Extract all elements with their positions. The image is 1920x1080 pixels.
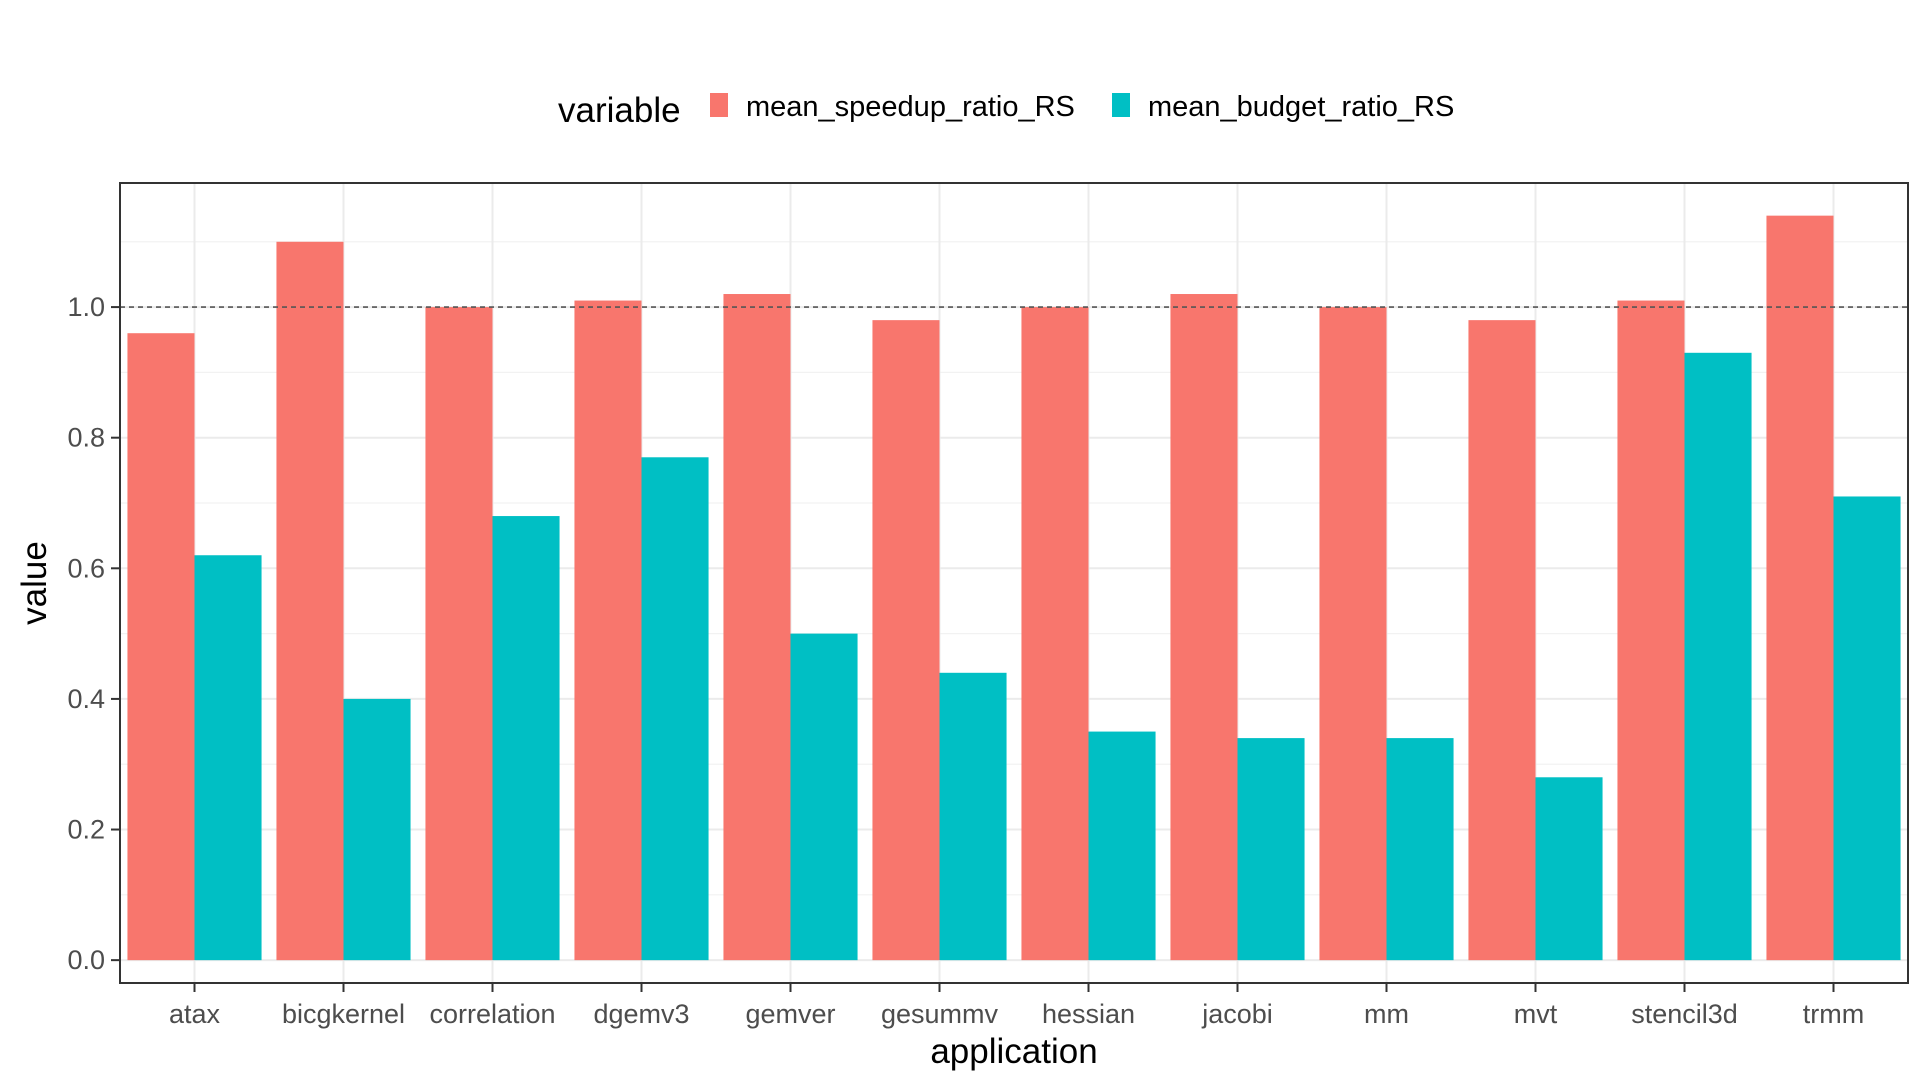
bar-hessian-mean_speedup_ratio_RS (1021, 307, 1089, 961)
legend-key-mean_speedup_ratio_RS (710, 93, 728, 117)
y-tick-label: 0.2 (67, 815, 105, 845)
y-tick-label: 0.8 (67, 423, 105, 453)
bar-gesummv-mean_speedup_ratio_RS (872, 320, 940, 961)
legend-label-mean_budget_ratio_RS: mean_budget_ratio_RS (1148, 91, 1454, 123)
x-tick-label-gesummv: gesummv (881, 999, 999, 1029)
y-axis-title: value (15, 541, 54, 625)
bar-bicgkernel-mean_budget_ratio_RS (343, 698, 411, 961)
x-axis-title: application (930, 1032, 1097, 1071)
x-tick-label-trmm: trmm (1803, 999, 1864, 1029)
bar-hessian-mean_budget_ratio_RS (1088, 731, 1156, 961)
x-axis: atax bicgkernel correlation dgemv3 gemver ges… (169, 983, 1864, 1029)
minor-gridlines (120, 241, 1908, 896)
legend-title: variable (558, 91, 681, 130)
bar-gemver-mean_budget_ratio_RS (790, 633, 858, 961)
x-tick-label-jacobi: jacobi (1201, 999, 1273, 1029)
x-tick-label-dgemv3: dgemv3 (593, 999, 689, 1029)
legend: variable mean_speedup_ratio_RS mean_budget… (558, 91, 1454, 130)
legend-label-mean_speedup_ratio_RS: mean_speedup_ratio_RS (746, 91, 1075, 123)
bar-dgemv3-mean_speedup_ratio_RS (574, 300, 642, 961)
x-tick-label-gemver: gemver (745, 999, 835, 1029)
bar-bicgkernel-mean_speedup_ratio_RS (276, 241, 344, 961)
bar-dgemv3-mean_budget_ratio_RS (641, 457, 709, 961)
x-tick-label-atax: atax (169, 999, 221, 1029)
y-tick-label: 1.0 (67, 292, 105, 322)
y-tick-label: 0.6 (67, 553, 105, 583)
bar-trmm-mean_budget_ratio_RS (1833, 496, 1901, 961)
bar-correlation-mean_speedup_ratio_RS (425, 307, 493, 961)
bar-trmm-mean_speedup_ratio_RS (1766, 215, 1834, 961)
bar-mvt-mean_budget_ratio_RS (1535, 777, 1603, 961)
bar-atax-mean_budget_ratio_RS (194, 555, 262, 961)
bar-mvt-mean_speedup_ratio_RS (1468, 320, 1536, 961)
bar-mm-mean_speedup_ratio_RS (1319, 307, 1387, 961)
bar-stencil3d-mean_speedup_ratio_RS (1617, 300, 1685, 961)
x-tick-label-correlation: correlation (429, 999, 555, 1029)
y-tick-label: 0.4 (67, 684, 105, 714)
x-tick-label-stencil3d: stencil3d (1631, 999, 1738, 1029)
legend-key-mean_budget_ratio_RS (1112, 93, 1130, 117)
bar-gesummv-mean_budget_ratio_RS (939, 672, 1007, 961)
bar-jacobi-mean_speedup_ratio_RS (1170, 294, 1238, 961)
bar-stencil3d-mean_budget_ratio_RS (1684, 352, 1752, 961)
bars (127, 215, 1901, 961)
bar-atax-mean_speedup_ratio_RS (127, 333, 195, 961)
bar-correlation-mean_budget_ratio_RS (492, 516, 560, 961)
y-axis: 0.0 0.2 0.4 0.6 0.8 1.0 (67, 292, 120, 975)
panel-border (119, 182, 1909, 984)
bar-jacobi-mean_budget_ratio_RS (1237, 738, 1305, 961)
bar-gemver-mean_speedup_ratio_RS (723, 294, 791, 961)
y-tick-label: 0.0 (67, 945, 105, 975)
x-tick-label-bicgkernel: bicgkernel (282, 999, 405, 1029)
bar-mm-mean_budget_ratio_RS (1386, 738, 1454, 961)
x-tick-label-mvt: mvt (1514, 999, 1558, 1029)
x-tick-label-mm: mm (1364, 999, 1409, 1029)
x-tick-label-hessian: hessian (1042, 999, 1135, 1029)
